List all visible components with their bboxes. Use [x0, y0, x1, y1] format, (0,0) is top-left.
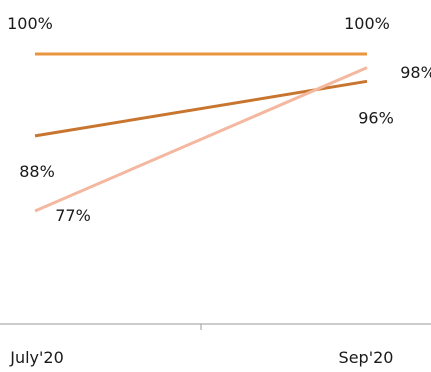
data-label-series2-2: 96% — [358, 108, 394, 127]
data-label-series1-2: 100% — [344, 14, 390, 33]
data-label-layer: 100% 100% 88% 96% 77% 98% — [7, 14, 431, 225]
x-tick-label-july20: July'20 — [9, 348, 64, 367]
series-layer — [34, 52, 368, 213]
series-line-3 — [34, 66, 368, 213]
x-tick-label-sep20: Sep'20 — [339, 348, 394, 367]
data-label-series1-1: 100% — [7, 14, 53, 33]
data-label-series3-2: 98% — [400, 63, 431, 82]
data-label-series2-1: 88% — [19, 162, 55, 181]
data-label-series3-1: 77% — [55, 206, 91, 225]
